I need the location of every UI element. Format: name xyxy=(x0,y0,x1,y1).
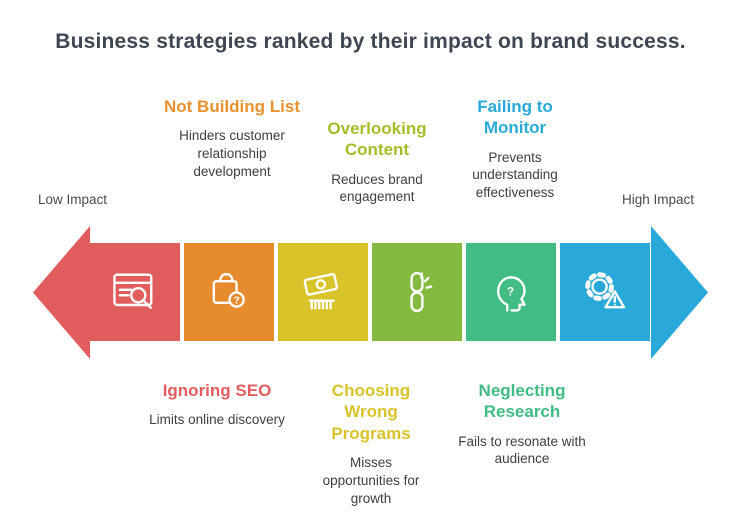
gear-warning-icon xyxy=(579,266,631,318)
segment-neglecting-research: ? xyxy=(466,243,556,341)
segment-choosing-wrong-programs xyxy=(278,243,368,341)
shopping-bag-question-icon: ? xyxy=(203,266,255,318)
label-heading: Overlooking Content xyxy=(327,119,427,160)
bottom-label-ignoring-seo: Ignoring SEO Limits online discovery xyxy=(147,380,287,429)
top-label-failing-to-monitor: Failing to Monitor Prevents understandin… xyxy=(445,96,585,202)
head-question-icon: ? xyxy=(485,266,537,318)
label-heading: Neglecting Research xyxy=(478,381,566,422)
label-heading: Failing to Monitor xyxy=(477,97,553,138)
high-impact-arrowhead xyxy=(651,226,708,359)
segment-not-building-list: ? xyxy=(184,243,274,341)
browser-search-icon xyxy=(109,266,161,318)
page-title: Business strategies ranked by their impa… xyxy=(55,30,686,54)
bottom-label-neglecting-research: Neglecting Research Fails to resonate wi… xyxy=(447,380,597,468)
top-label-not-building-list: Not Building List Hinders customer relat… xyxy=(157,96,307,181)
label-heading: Not Building List xyxy=(164,97,300,116)
label-desc: Reduces brand engagement xyxy=(331,171,423,205)
label-desc: Limits online discovery xyxy=(149,412,285,428)
label-desc: Misses opportunities for growth xyxy=(322,454,420,506)
segment-failing-to-monitor xyxy=(560,243,650,341)
high-impact-label: High Impact xyxy=(622,192,695,207)
label-desc: Hinders customer relationship developmen… xyxy=(179,128,285,180)
top-label-overlooking-content: Overlooking Content Reduces brand engage… xyxy=(302,118,452,206)
label-heading: Ignoring SEO xyxy=(162,381,272,400)
segment-ignoring-seo xyxy=(90,243,180,341)
label-desc: Fails to resonate with audience xyxy=(458,433,586,467)
svg-text:?: ? xyxy=(233,295,239,306)
label-heading: Choosing Wrong Programs xyxy=(331,381,411,443)
segment-overlooking-content xyxy=(372,243,462,341)
money-brush-icon xyxy=(297,266,349,318)
low-impact-label: Low Impact xyxy=(38,192,108,207)
impact-scale: ? xyxy=(90,243,650,341)
svg-text:?: ? xyxy=(507,284,514,298)
low-impact-arrowhead xyxy=(33,226,90,359)
bottom-label-choosing-wrong-programs: Choosing Wrong Programs Misses opportuni… xyxy=(311,380,431,508)
label-desc: Prevents understanding effectiveness xyxy=(472,149,558,201)
chain-link-icon xyxy=(391,266,443,318)
